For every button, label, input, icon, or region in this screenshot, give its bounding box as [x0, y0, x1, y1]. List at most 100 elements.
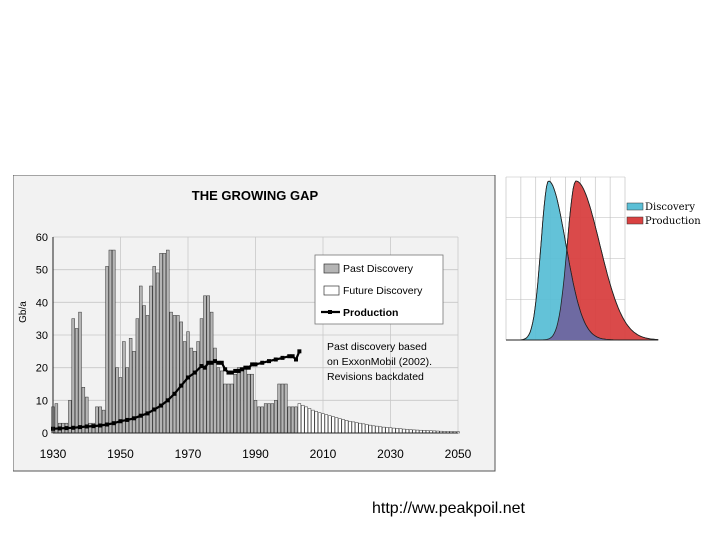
future-discovery-bar [365, 424, 369, 434]
future-discovery-bars [297, 403, 460, 434]
future-discovery-bar [304, 406, 308, 434]
x-tick-label: 2010 [310, 447, 337, 461]
future-discovery-bar [378, 426, 383, 434]
x-tick-label: 2030 [377, 447, 404, 461]
future-discovery-bar [324, 414, 329, 434]
future-discovery-bar [334, 417, 339, 434]
y-tick-label: 50 [36, 265, 48, 277]
production-point [186, 375, 190, 380]
future-discovery-bar [398, 428, 403, 434]
production-point [219, 360, 224, 365]
production-point [243, 365, 248, 370]
past-discovery-bar [250, 373, 254, 434]
past-discovery-bar [220, 370, 224, 434]
production-point [64, 426, 69, 431]
past-discovery-bars [51, 249, 298, 434]
past-discovery-bar [284, 383, 288, 434]
production-point [229, 370, 234, 375]
past-discovery-bar [274, 400, 278, 434]
past-discovery-bar [263, 403, 268, 434]
y-tick-label: 30 [36, 330, 48, 342]
past-discovery-bar [88, 422, 92, 434]
future-discovery-bar [388, 427, 393, 434]
x-tick-label: 1950 [107, 447, 134, 461]
x-tick-label: 1990 [242, 447, 269, 461]
future-discovery-bar [385, 427, 389, 434]
production-point [287, 354, 292, 359]
past-discovery-bar [98, 406, 102, 434]
x-tick-label: 2050 [445, 447, 472, 461]
production-point [250, 362, 255, 367]
future-discovery-bar [341, 419, 345, 434]
production-point [84, 424, 89, 429]
future-discovery-bar [351, 421, 356, 434]
production-point [280, 355, 285, 360]
past-discovery-bar [108, 249, 113, 434]
legend-swatch-production [626, 216, 644, 225]
production-point [71, 425, 76, 430]
past-discovery-bar [162, 253, 167, 434]
legend-swatch-discovery [626, 202, 644, 211]
past-discovery-bar [71, 318, 75, 434]
past-discovery-bar [216, 367, 221, 434]
past-discovery-bar [290, 406, 295, 434]
past-discovery-bar [253, 400, 258, 434]
production-point [246, 365, 251, 370]
past-discovery-bar [257, 406, 261, 434]
production-point [105, 422, 109, 427]
main-chart-title: THE GROWING GAP [192, 188, 319, 203]
future-discovery-bar [328, 415, 332, 434]
future-discovery-bar [402, 428, 406, 434]
source-url-caption: http://ww.peakpoil.net [372, 500, 525, 517]
past-discovery-bar [112, 249, 116, 434]
future-discovery-bar [331, 416, 335, 434]
legend-swatch-future-discovery [323, 285, 340, 296]
past-discovery-bar [287, 406, 291, 434]
past-discovery-bar [166, 249, 170, 434]
production-point [273, 357, 278, 362]
future-discovery-bar [344, 420, 349, 434]
legend-label-past-discovery: Past Discovery [343, 263, 414, 275]
past-discovery-bar [294, 406, 298, 434]
future-discovery-bar [301, 404, 305, 434]
future-discovery-bar [307, 408, 312, 434]
future-discovery-bar [392, 427, 396, 434]
past-discovery-bar [260, 406, 264, 434]
annotation-line-3: Revisions backdated [327, 371, 424, 383]
legend-label-production: Production [645, 216, 701, 227]
future-discovery-bar [395, 428, 399, 434]
production-point [290, 354, 295, 359]
future-discovery-bar [338, 418, 342, 434]
past-discovery-bar [78, 311, 82, 434]
future-discovery-bar [405, 429, 410, 434]
annotation-line-1: Past discovery based [327, 341, 427, 353]
production-point [223, 367, 228, 372]
production-point [294, 357, 298, 362]
past-discovery-bar [209, 311, 214, 434]
y-tick-label: 20 [36, 363, 48, 375]
past-discovery-bar [105, 266, 109, 434]
production-point [145, 411, 150, 416]
production-point [236, 368, 241, 373]
past-discovery-bar [240, 367, 244, 434]
production-point [216, 360, 221, 365]
future-discovery-bar [371, 425, 376, 434]
past-discovery-bar [172, 315, 177, 434]
past-discovery-bar [176, 315, 180, 434]
past-discovery-bar [139, 285, 143, 434]
past-discovery-bar [267, 403, 271, 434]
legend-label-production: Production [343, 307, 398, 319]
overlap-area [506, 249, 658, 340]
production-point [152, 407, 157, 412]
production-point [118, 419, 123, 424]
production-point [202, 365, 207, 370]
future-discovery-bar [311, 409, 315, 434]
past-discovery-bar [74, 328, 79, 434]
production-point [199, 364, 204, 369]
future-discovery-bar [361, 423, 366, 434]
production-point [253, 362, 258, 367]
y-tick-label: 0 [42, 428, 48, 440]
discovery-production-curves: Discovery Production [505, 176, 701, 341]
